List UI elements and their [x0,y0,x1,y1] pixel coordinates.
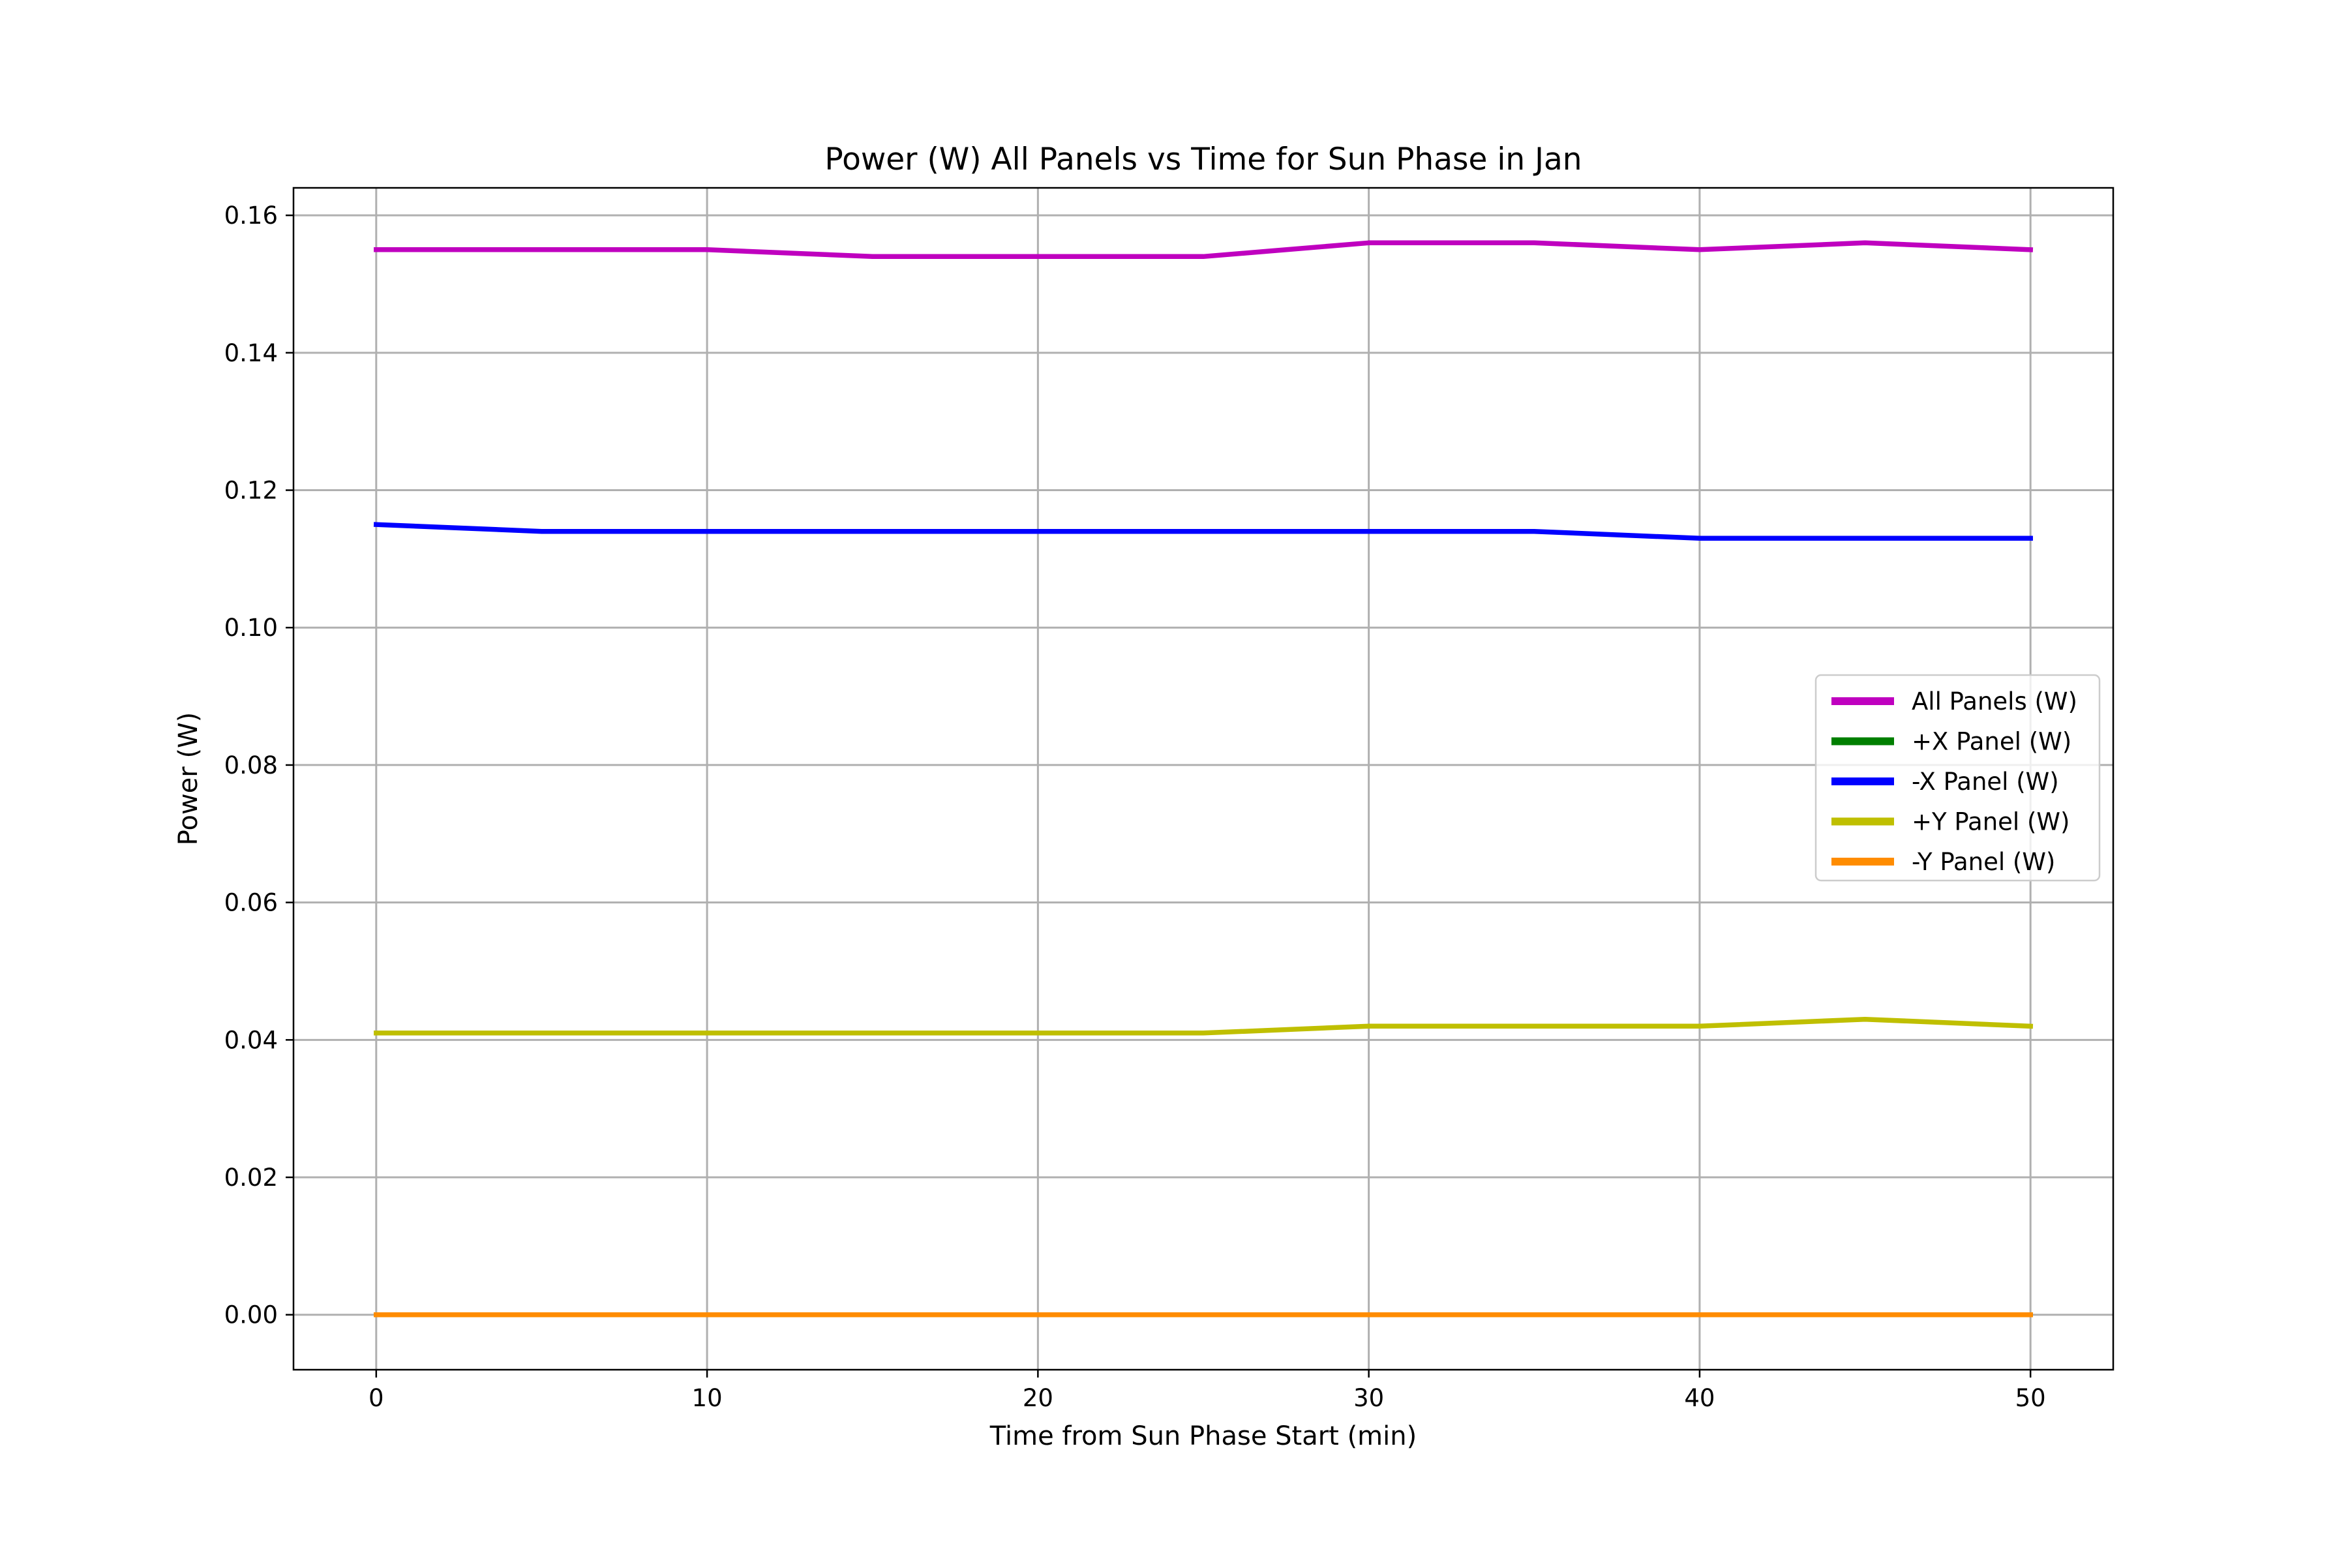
y-tick-label: 0.14 [224,339,278,367]
legend-entry-label: +Y Panel (W) [1912,808,2070,836]
legend-entry-label: All Panels (W) [1912,687,2077,716]
plot-frame [292,187,2115,1371]
legend: All Panels (W) +X Panel (W) -X Panel (W) +Y… [1814,674,2101,882]
legend-entry-label: -X Panel (W) [1912,768,2059,796]
x-tick-label: 20 [1023,1384,1053,1412]
series-line-3 [373,522,2033,541]
series-line-1 [374,240,2034,260]
x-tick-label: 30 [1353,1384,1384,1412]
y-tick-label: 0.12 [224,477,278,505]
chart-title: Power (W) All Panels vs Time for Sun Pha… [824,142,1582,177]
axis-ticks: 0 10 20 30 40 50 0.00 0.02 0.04 0.06 0.08 0.10 0.12 0… [224,202,2046,1412]
series-line-4 [374,1016,2034,1036]
y-tick-label: 0.06 [224,889,278,917]
y-axis-label: Power (W) [173,712,203,845]
x-tick-label: 10 [692,1384,723,1412]
y-tick-label: 0.10 [224,614,278,642]
y-tick-label: 0.16 [224,202,278,230]
x-axis-label: Time from Sun Phase Start (min) [989,1421,1417,1451]
y-tick-label: 0.08 [224,751,278,779]
legend-entry-label: +X Panel (W) [1912,728,2071,756]
x-tick-label: 50 [2015,1384,2046,1412]
y-tick-label: 0.02 [224,1164,278,1192]
grid [294,188,2113,1370]
x-tick-label: 0 [369,1384,384,1412]
series-lines [373,240,2034,1318]
y-tick-label: 0.00 [224,1301,278,1329]
x-tick-label: 40 [1684,1384,1715,1412]
legend-entry-label: -Y Panel (W) [1912,848,2055,876]
legend-frame [1814,674,2101,882]
y-tick-label: 0.04 [224,1026,278,1054]
